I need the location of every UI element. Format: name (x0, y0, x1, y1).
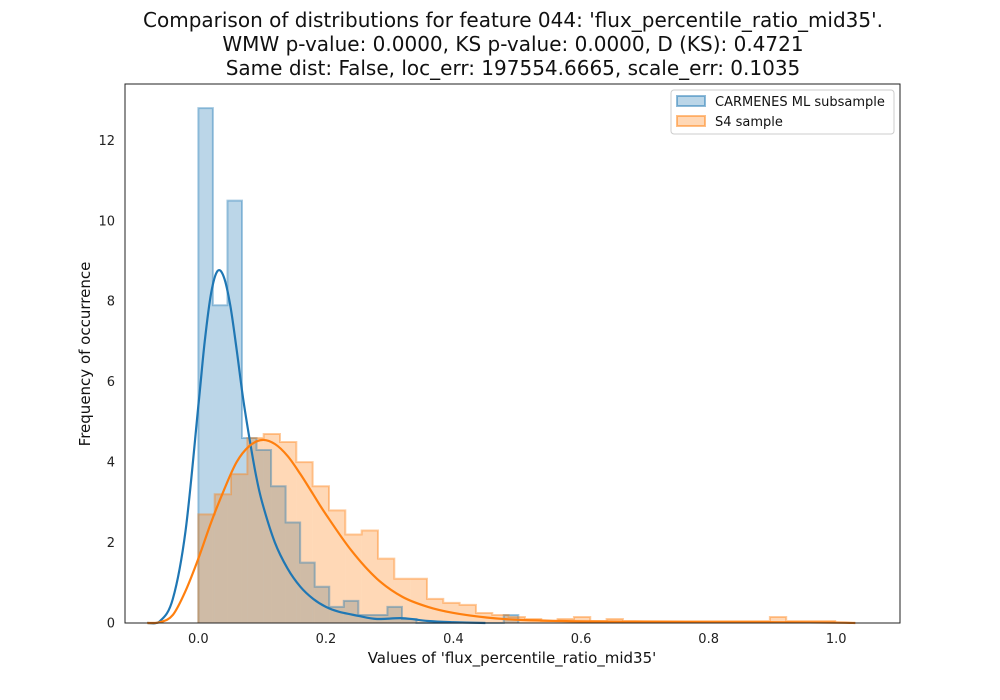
x-tick-label: 0.2 (316, 632, 337, 647)
y-tick-label: 10 (98, 214, 115, 229)
y-axis-label: Frequency of occurrence (76, 262, 94, 447)
hist-bar-carmenes-10 (343, 600, 359, 623)
hist-bar-s4-10 (361, 530, 378, 623)
hist-bar-carmenes-5 (271, 486, 286, 623)
hist-bar-carmenes-11 (358, 614, 373, 623)
x-tick-label: 0.0 (188, 632, 209, 647)
histogram-layer (197, 107, 837, 624)
chart-title-line-2: WMW p-value: 0.0000, KS p-value: 0.0000,… (222, 32, 804, 56)
hist-bar-carmenes-0 (198, 108, 213, 623)
hist-bar-s4-21 (541, 620, 558, 623)
x-axis-ticks: 0.0 0.2 0.4 0.6 0.8 1.0 (188, 632, 847, 647)
hist-bar-s4-0 (198, 514, 215, 623)
x-tick-label: 0.4 (443, 632, 464, 647)
y-tick-label: 12 (98, 134, 115, 149)
hist-bar-carmenes-1 (212, 305, 228, 623)
y-axis-ticks: 0 2 4 6 8 10 12 (98, 134, 115, 632)
y-tick-label: 6 (107, 375, 115, 390)
y-tick-label: 4 (107, 456, 115, 471)
hist-bar-carmenes-14 (401, 618, 417, 623)
hist-bar-carmenes-6 (285, 522, 301, 623)
chart-title: Comparison of distributions for feature … (0, 8, 1000, 80)
legend-box (670, 89, 895, 135)
legend-swatch-s4 (676, 115, 706, 127)
kde-curve-s4 (147, 438, 856, 625)
hist-bar-s4-2 (231, 474, 248, 623)
x-tick-label: 0.6 (571, 632, 592, 647)
hist-bar-s4-4 (263, 433, 280, 623)
x-tick-label: 0.8 (698, 632, 719, 647)
hist-bar-s4-6 (296, 462, 313, 623)
hist-bar-s4-13 (410, 578, 427, 623)
hist-bar-s4-14 (426, 598, 444, 623)
hist-bar-s4-5 (280, 441, 297, 623)
y-tick-label: 8 (107, 295, 115, 310)
hist-bar-s4-23 (573, 616, 591, 623)
kde-layer (147, 268, 856, 625)
legend-label-carmenes: CARMENES ML subsample (715, 95, 885, 110)
chart-title-line-3: Same dist: False, loc_err: 197554.6665, … (225, 56, 801, 80)
plot-frame (124, 83, 901, 624)
legend-swatch-carmenes (676, 95, 706, 107)
legend: CARMENES ML subsample S4 sample (670, 89, 895, 135)
hist-bar-carmenes-3 (241, 437, 257, 623)
hist-bar-s4-11 (377, 558, 395, 623)
hist-bar-s4-16 (459, 604, 476, 623)
y-tick-label: 2 (107, 536, 115, 551)
x-tick-label: 1.0 (826, 632, 847, 647)
hist-bar-s4-3 (247, 437, 264, 623)
hist-outline-s4 (197, 432, 837, 623)
hist-bar-s4-1 (214, 494, 232, 623)
hist-bar-s4-7 (312, 486, 329, 623)
x-axis-label: Values of 'flux_percentile_ratio_mid35' (368, 649, 657, 668)
legend-label-s4: S4 sample (715, 115, 783, 130)
hist-bar-s4-35 (769, 616, 787, 623)
y-tick-label: 0 (107, 617, 115, 632)
hist-bar-s4-12 (394, 578, 411, 623)
kde-curve-carmenes (147, 268, 486, 625)
chart-title-line-1: Comparison of distributions for feature … (143, 8, 883, 32)
